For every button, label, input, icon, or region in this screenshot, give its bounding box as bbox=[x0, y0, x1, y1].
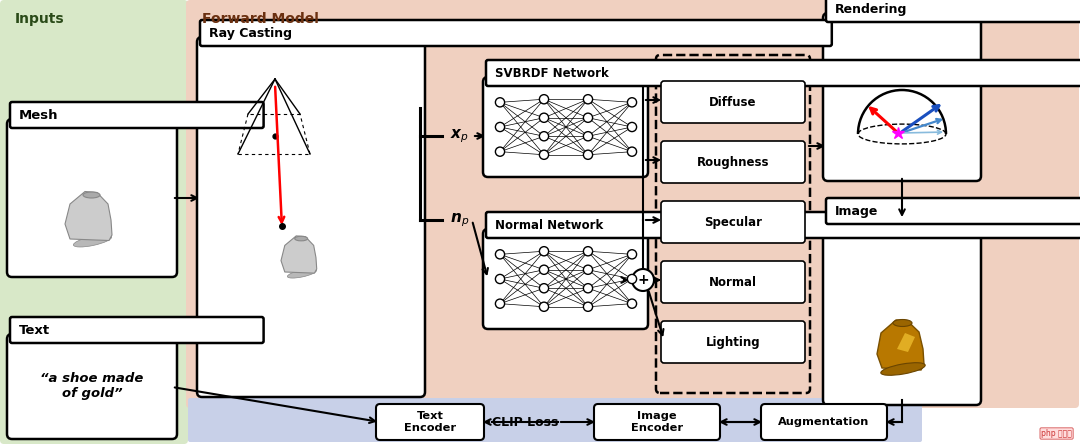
Text: Lighting: Lighting bbox=[705, 336, 760, 349]
Circle shape bbox=[627, 274, 636, 284]
Text: Inputs: Inputs bbox=[15, 12, 65, 26]
Circle shape bbox=[627, 147, 636, 156]
Text: Text
Encoder: Text Encoder bbox=[404, 411, 456, 433]
FancyBboxPatch shape bbox=[200, 20, 832, 46]
FancyBboxPatch shape bbox=[661, 321, 805, 363]
Circle shape bbox=[539, 132, 549, 141]
Text: Rendering: Rendering bbox=[835, 3, 907, 16]
Circle shape bbox=[632, 269, 654, 291]
Circle shape bbox=[539, 284, 549, 293]
Circle shape bbox=[496, 147, 504, 156]
FancyBboxPatch shape bbox=[376, 404, 484, 440]
FancyBboxPatch shape bbox=[761, 404, 887, 440]
FancyBboxPatch shape bbox=[0, 0, 188, 444]
FancyBboxPatch shape bbox=[6, 119, 177, 277]
FancyBboxPatch shape bbox=[826, 198, 1080, 224]
Ellipse shape bbox=[83, 192, 100, 198]
Circle shape bbox=[496, 98, 504, 107]
Polygon shape bbox=[877, 320, 924, 370]
FancyBboxPatch shape bbox=[10, 317, 264, 343]
Circle shape bbox=[496, 299, 504, 308]
Text: Diffuse: Diffuse bbox=[710, 95, 757, 108]
Circle shape bbox=[539, 95, 549, 104]
Circle shape bbox=[496, 250, 504, 259]
FancyBboxPatch shape bbox=[826, 0, 1080, 22]
Circle shape bbox=[496, 274, 504, 284]
Circle shape bbox=[583, 150, 593, 159]
Text: Text: Text bbox=[19, 324, 50, 337]
Text: “a shoe made
of gold”: “a shoe made of gold” bbox=[40, 372, 144, 400]
FancyBboxPatch shape bbox=[486, 60, 1080, 86]
Text: $\boldsymbol{n}_p$: $\boldsymbol{n}_p$ bbox=[450, 211, 470, 229]
Circle shape bbox=[627, 123, 636, 131]
Circle shape bbox=[583, 113, 593, 123]
FancyBboxPatch shape bbox=[823, 215, 981, 405]
Circle shape bbox=[627, 299, 636, 308]
Text: Augmentation: Augmentation bbox=[779, 417, 869, 427]
Circle shape bbox=[539, 113, 549, 123]
FancyBboxPatch shape bbox=[6, 334, 177, 439]
Circle shape bbox=[583, 265, 593, 274]
Circle shape bbox=[539, 247, 549, 256]
FancyBboxPatch shape bbox=[486, 212, 1080, 238]
Ellipse shape bbox=[73, 235, 111, 247]
Text: Normal Network: Normal Network bbox=[495, 218, 604, 231]
Ellipse shape bbox=[893, 320, 912, 326]
Text: Forward Model: Forward Model bbox=[202, 12, 319, 26]
Text: Image: Image bbox=[835, 205, 878, 218]
FancyBboxPatch shape bbox=[661, 81, 805, 123]
Circle shape bbox=[583, 132, 593, 141]
Text: CLIP Loss: CLIP Loss bbox=[491, 416, 558, 428]
Text: SVBRDF Network: SVBRDF Network bbox=[495, 67, 609, 79]
FancyBboxPatch shape bbox=[10, 102, 264, 128]
Circle shape bbox=[583, 302, 593, 311]
Circle shape bbox=[627, 98, 636, 107]
Ellipse shape bbox=[295, 236, 308, 241]
FancyBboxPatch shape bbox=[483, 77, 648, 177]
FancyBboxPatch shape bbox=[594, 404, 720, 440]
Circle shape bbox=[583, 284, 593, 293]
FancyBboxPatch shape bbox=[823, 13, 981, 181]
FancyBboxPatch shape bbox=[188, 398, 922, 442]
FancyBboxPatch shape bbox=[661, 261, 805, 303]
FancyBboxPatch shape bbox=[661, 141, 805, 183]
FancyBboxPatch shape bbox=[483, 229, 648, 329]
Text: Specular: Specular bbox=[704, 215, 762, 229]
Ellipse shape bbox=[881, 363, 926, 375]
Text: Normal: Normal bbox=[708, 275, 757, 289]
FancyBboxPatch shape bbox=[661, 201, 805, 243]
Circle shape bbox=[583, 247, 593, 256]
Circle shape bbox=[539, 150, 549, 159]
Ellipse shape bbox=[287, 269, 316, 278]
Text: Image
Encoder: Image Encoder bbox=[631, 411, 683, 433]
Polygon shape bbox=[281, 236, 316, 273]
Text: $\boldsymbol{x}_p$: $\boldsymbol{x}_p$ bbox=[450, 127, 469, 145]
Text: +: + bbox=[637, 273, 649, 287]
Polygon shape bbox=[65, 191, 112, 241]
Circle shape bbox=[583, 95, 593, 104]
Text: Ray Casting: Ray Casting bbox=[210, 27, 292, 40]
FancyBboxPatch shape bbox=[197, 37, 426, 397]
FancyBboxPatch shape bbox=[186, 0, 1079, 408]
Polygon shape bbox=[897, 333, 915, 352]
Text: Mesh: Mesh bbox=[19, 108, 58, 122]
Circle shape bbox=[627, 250, 636, 259]
Text: Roughness: Roughness bbox=[697, 155, 769, 169]
Circle shape bbox=[539, 302, 549, 311]
Text: php 中文网: php 中文网 bbox=[1041, 429, 1072, 438]
Circle shape bbox=[496, 123, 504, 131]
Circle shape bbox=[539, 265, 549, 274]
